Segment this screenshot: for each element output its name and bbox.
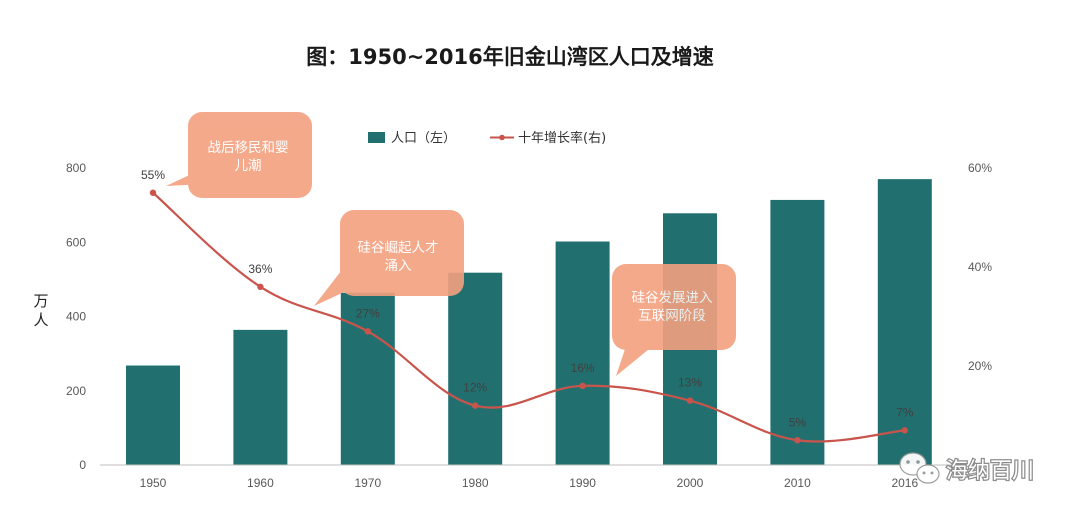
- right-axis: 20% 40% 60%: [968, 161, 992, 373]
- legend-label-population: 人口（左）: [391, 131, 456, 146]
- watermark: 海纳百川: [899, 452, 1035, 485]
- growth-point-2016: [901, 427, 908, 434]
- bar-1960: [233, 329, 288, 465]
- annotation-text-1970-2: 涌入: [385, 258, 412, 274]
- bar-1950: [126, 365, 180, 465]
- right-axis-tick-20: 20%: [968, 359, 992, 373]
- growth-point-2000: [686, 397, 694, 404]
- left-axis-tick-0: 0: [79, 458, 86, 472]
- annotation-text-1970-1: 硅谷崛起人才: [358, 240, 439, 256]
- bar-2016: [877, 179, 932, 465]
- annotation-bubble-1970: [340, 210, 464, 296]
- growth-point-1970: [364, 328, 371, 335]
- annotation-text-1990-2: 互联网阶段: [638, 308, 706, 324]
- x-axis-tick-1950: 1950: [140, 476, 167, 490]
- growth-point-1960: [257, 283, 264, 290]
- x-axis-tick-1990: 1990: [569, 476, 596, 490]
- legend-label-growth: 十年增长率(右): [518, 130, 606, 146]
- growth-label-2000: 13%: [678, 376, 702, 390]
- growth-rate-labels: 55% 36% 27% 12% 16% 13% 5% 7%: [141, 168, 914, 430]
- annotation-pointer-1970: [314, 262, 370, 306]
- wechat-icon: [899, 452, 940, 484]
- annotation-text-1950-2: 儿潮: [235, 158, 262, 174]
- y-axis-unit-line2: 人: [33, 311, 48, 329]
- annotation-text-1990-1: 硅谷发展进入: [632, 290, 713, 306]
- growth-rate-line: [152, 191, 905, 443]
- growth-point-1980: [472, 402, 479, 409]
- growth-point-2010: [794, 437, 801, 444]
- bar-1990: [555, 241, 610, 465]
- chart-title: 图：1950~2016年旧金山湾区人口及增速: [306, 45, 714, 69]
- growth-rate-points: [149, 189, 908, 444]
- left-axis: 0 200 400 600 800: [66, 161, 86, 472]
- bars: [126, 179, 932, 466]
- annotation-pointer-1950: [166, 170, 224, 186]
- y-axis-unit-line1: 万: [33, 292, 48, 310]
- growth-label-2010: 5%: [789, 415, 807, 429]
- left-axis-tick-800: 800: [66, 161, 86, 175]
- growth-label-1960: 36%: [248, 262, 272, 276]
- legend: 人口（左） 十年增长率(右): [368, 130, 606, 146]
- x-axis-tick-2010: 2010: [784, 476, 811, 490]
- x-axis-tick-1980: 1980: [462, 476, 489, 490]
- annotation-bubble-1950: [188, 112, 312, 198]
- x-axis-tick-2000: 2000: [677, 476, 704, 490]
- right-axis-tick-40: 40%: [968, 260, 992, 274]
- legend-swatch-population: [368, 132, 385, 143]
- growth-label-1980: 12%: [463, 381, 487, 395]
- growth-label-1970: 27%: [356, 306, 380, 320]
- bar-1980: [448, 272, 503, 465]
- annotation-text-1950-1: 战后移民和婴: [208, 140, 289, 156]
- bar-2010: [770, 199, 825, 466]
- left-axis-tick-600: 600: [66, 235, 86, 249]
- growth-label-2016: 7%: [896, 405, 914, 419]
- left-axis-tick-400: 400: [66, 310, 86, 324]
- watermark-text: 海纳百川: [946, 459, 1034, 484]
- growth-label-1990: 16%: [571, 361, 595, 375]
- growth-point-1950: [149, 189, 157, 196]
- growth-point-1990: [579, 382, 586, 389]
- x-axis-tick-1970: 1970: [354, 476, 381, 490]
- annotation-bubble-1990: [612, 264, 736, 350]
- bar-1970: [340, 292, 395, 465]
- x-axis-tick-2016: 2016: [891, 476, 918, 490]
- annotation-pointer-1990: [616, 328, 660, 376]
- left-axis-tick-200: 200: [66, 384, 86, 398]
- x-axis-tick-1960: 1960: [247, 476, 274, 490]
- growth-label-1950: 55%: [141, 168, 165, 182]
- legend-swatch-growth-marker: [499, 134, 505, 141]
- right-axis-tick-60: 60%: [968, 161, 992, 175]
- x-axis: 1950 1960 1970 1980 1990 2000 2010 2016: [140, 476, 919, 490]
